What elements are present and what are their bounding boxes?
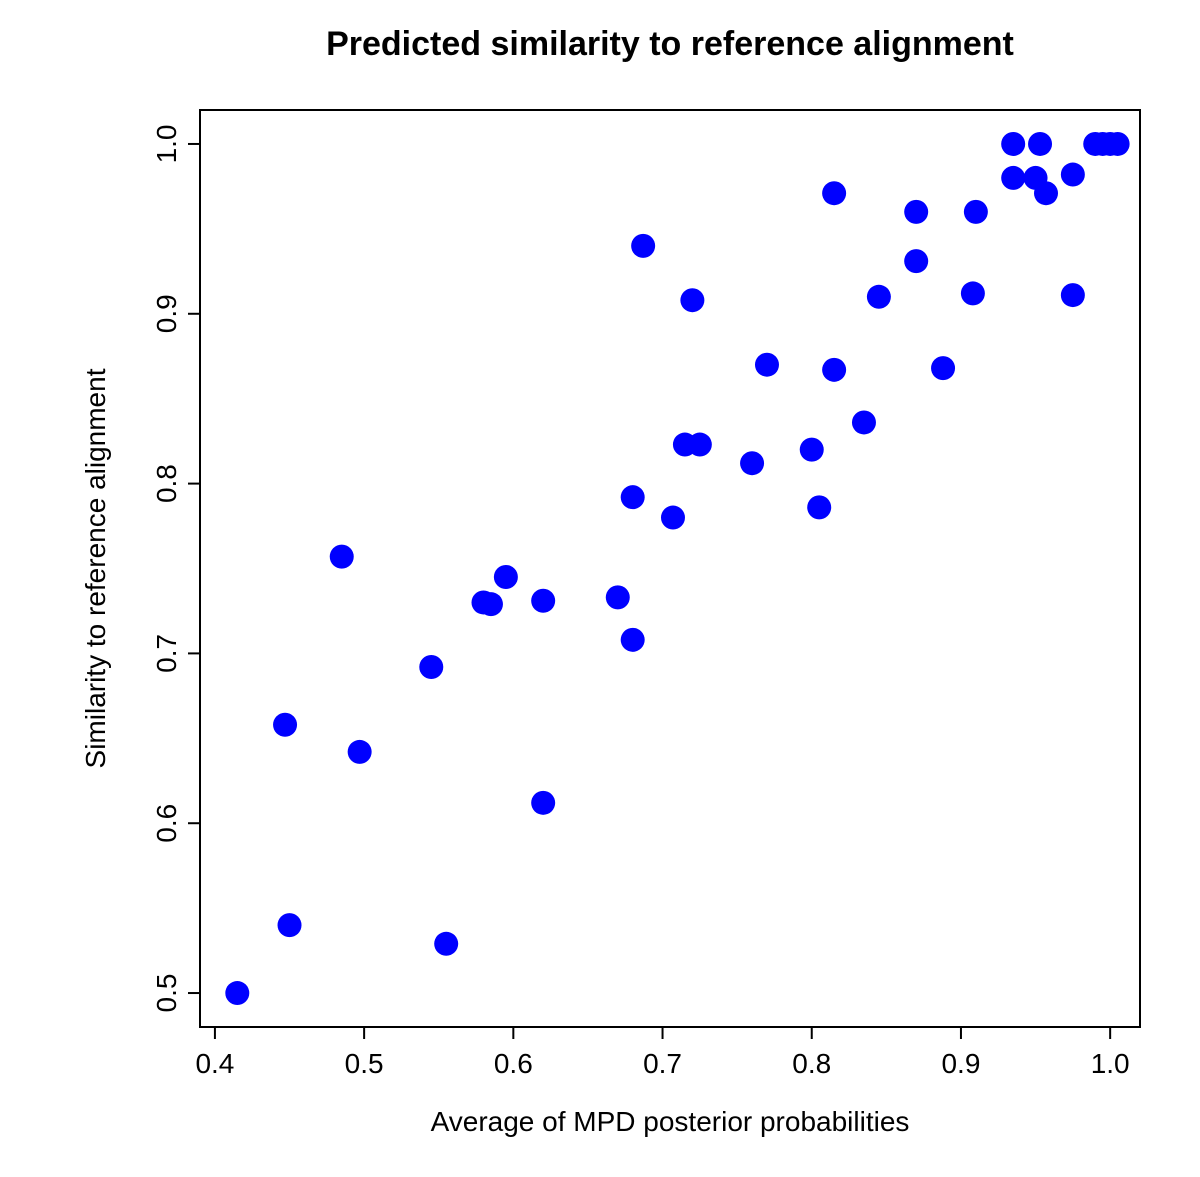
data-point — [479, 592, 503, 616]
data-point — [852, 410, 876, 434]
data-point — [1034, 181, 1058, 205]
data-point — [867, 285, 891, 309]
x-tick-label: 0.6 — [494, 1048, 533, 1079]
x-tick-label: 0.5 — [345, 1048, 384, 1079]
y-tick-label: 1.0 — [151, 124, 182, 163]
data-point — [1001, 166, 1025, 190]
data-point — [225, 981, 249, 1005]
data-point — [931, 356, 955, 380]
data-point — [688, 433, 712, 457]
y-axis-label: Similarity to reference alignment — [80, 368, 111, 768]
data-point — [1061, 163, 1085, 187]
x-axis-label: Average of MPD posterior probabilities — [431, 1106, 910, 1137]
data-point — [800, 438, 824, 462]
y-tick-label: 0.7 — [151, 634, 182, 673]
data-point — [822, 358, 846, 382]
data-point — [1106, 132, 1130, 156]
y-tick-label: 0.9 — [151, 294, 182, 333]
y-tick-label: 0.6 — [151, 804, 182, 843]
data-point — [531, 589, 555, 613]
data-point — [964, 200, 988, 224]
data-point — [278, 913, 302, 937]
data-point — [1028, 132, 1052, 156]
data-point — [631, 234, 655, 258]
y-tick-label: 0.5 — [151, 974, 182, 1013]
data-point — [1001, 132, 1025, 156]
data-point — [961, 281, 985, 305]
data-point — [904, 249, 928, 273]
data-point — [680, 288, 704, 312]
data-point — [740, 451, 764, 475]
data-point — [330, 545, 354, 569]
data-point — [606, 585, 630, 609]
data-point — [621, 485, 645, 509]
chart-title: Predicted similarity to reference alignm… — [326, 25, 1014, 63]
data-point — [434, 932, 458, 956]
data-point — [621, 628, 645, 652]
data-point — [419, 655, 443, 679]
data-point — [755, 353, 779, 377]
data-point — [348, 740, 372, 764]
x-tick-label: 0.9 — [941, 1048, 980, 1079]
y-tick-label: 0.8 — [151, 464, 182, 503]
x-tick-label: 0.8 — [792, 1048, 831, 1079]
data-point — [531, 791, 555, 815]
scatter-chart: Predicted similarity to reference alignm… — [0, 0, 1200, 1177]
x-tick-label: 0.7 — [643, 1048, 682, 1079]
data-point — [273, 713, 297, 737]
data-point — [822, 181, 846, 205]
data-point — [661, 506, 685, 530]
data-point — [1061, 283, 1085, 307]
data-point — [904, 200, 928, 224]
data-point — [807, 495, 831, 519]
data-point — [494, 565, 518, 589]
x-tick-label: 1.0 — [1091, 1048, 1130, 1079]
x-tick-label: 0.4 — [195, 1048, 234, 1079]
